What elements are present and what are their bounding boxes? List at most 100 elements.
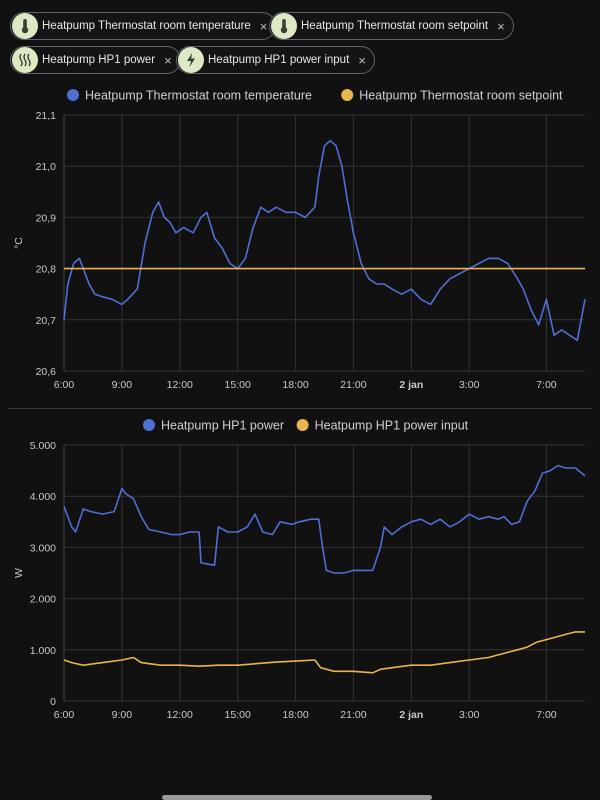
y-tick-label: 20,8 <box>36 264 57 276</box>
legend-item[interactable]: Heatpump Thermostat room temperature <box>67 89 312 103</box>
data-point <box>183 227 184 228</box>
chip-room-temperature[interactable]: Heatpump Thermostat room temperature × <box>10 12 277 40</box>
power-chart[interactable]: Heatpump HP1 power Heatpump HP1 power inp… <box>0 410 600 725</box>
y-tick-label: 21,1 <box>36 110 57 122</box>
data-point <box>440 519 441 520</box>
data-point <box>469 514 470 515</box>
x-tick-label: 18:00 <box>282 379 308 391</box>
data-point <box>114 511 115 512</box>
data-point <box>175 232 176 233</box>
data-point <box>353 570 354 571</box>
legend-item[interactable]: Heatpump HP1 power input <box>296 419 469 433</box>
legend-swatch <box>341 89 354 101</box>
thermometer-icon <box>12 13 38 39</box>
data-point <box>511 524 512 525</box>
data-point <box>411 289 412 290</box>
data-point <box>276 207 277 208</box>
data-point <box>565 467 566 468</box>
data-point <box>372 672 373 673</box>
series-line-secondary[interactable] <box>63 631 585 674</box>
data-point <box>199 666 200 667</box>
legend: Heatpump Thermostat room temperature Heat… <box>67 89 563 103</box>
data-point <box>459 273 460 274</box>
x-tick-label: 15:00 <box>225 379 251 391</box>
data-point <box>280 521 281 522</box>
data-point <box>206 212 207 213</box>
close-icon[interactable]: × <box>164 52 172 68</box>
data-point <box>449 662 450 663</box>
x-tick-label: 12:00 <box>167 379 193 391</box>
y-tick-label: 20,6 <box>36 366 57 378</box>
data-point <box>160 531 161 532</box>
data-point <box>260 207 261 208</box>
data-point <box>550 470 551 471</box>
data-point <box>63 319 64 320</box>
data-point <box>363 570 364 571</box>
chip-hp1-power-input[interactable]: Heatpump HP1 power input × <box>176 46 375 74</box>
data-point <box>141 516 142 517</box>
x-tick-label: 2 jan <box>399 709 423 721</box>
data-point <box>318 519 319 520</box>
legend-label: Heatpump Thermostat room temperature <box>85 89 312 103</box>
data-point <box>584 268 585 269</box>
data-point <box>324 145 325 146</box>
data-point <box>361 263 362 264</box>
data-point <box>449 526 450 527</box>
chip-room-setpoint[interactable]: Heatpump Thermostat room setpoint × <box>269 12 514 40</box>
close-icon[interactable]: × <box>358 52 366 68</box>
data-point <box>384 283 385 284</box>
data-point <box>299 521 300 522</box>
legend-label: Heatpump Thermostat room setpoint <box>359 89 563 103</box>
series-line-primary[interactable] <box>63 139 586 342</box>
chip-hp1-power[interactable]: Heatpump HP1 power × <box>10 46 181 74</box>
data-point <box>488 516 489 517</box>
data-point <box>148 529 149 530</box>
close-icon[interactable]: × <box>497 18 505 34</box>
y-tick-label: 21,0 <box>36 161 57 173</box>
temperature-chart[interactable]: Heatpump Thermostat room temperature Heat… <box>0 80 600 400</box>
data-point <box>507 652 508 653</box>
data-point <box>411 665 412 666</box>
data-point <box>200 217 201 218</box>
x-tick-label: 3:00 <box>459 379 480 391</box>
data-point <box>285 212 286 213</box>
data-point <box>102 514 103 515</box>
data-point <box>83 508 84 509</box>
data-point <box>158 201 159 202</box>
series-line-primary[interactable] <box>63 464 586 574</box>
data-point <box>127 299 128 300</box>
legend-label: Heatpump HP1 power input <box>315 419 469 433</box>
legend-swatch <box>143 419 155 431</box>
data-point <box>94 294 95 295</box>
data-point <box>222 248 223 249</box>
data-point <box>411 521 412 522</box>
data-point <box>498 519 499 520</box>
home-indicator[interactable] <box>162 795 432 800</box>
data-point <box>507 263 508 264</box>
chip-label: Heatpump Thermostat room setpoint <box>301 20 489 32</box>
data-point <box>237 665 238 666</box>
data-point <box>272 534 273 535</box>
y-tick-label: 3.000 <box>30 542 56 554</box>
data-point <box>218 665 219 666</box>
data-point <box>353 232 354 233</box>
close-icon[interactable]: × <box>259 18 268 34</box>
data-point <box>557 465 558 466</box>
legend-item[interactable]: Heatpump HP1 power <box>143 419 284 433</box>
data-point <box>90 511 91 512</box>
x-tick-label: 12:00 <box>167 709 193 721</box>
data-point <box>430 665 431 666</box>
y-tick-label: 20,9 <box>36 212 57 224</box>
data-point <box>256 663 257 664</box>
data-point <box>189 531 190 532</box>
data-point <box>391 289 392 290</box>
data-point <box>79 258 80 259</box>
data-point <box>322 547 323 548</box>
data-point <box>401 526 402 527</box>
data-point <box>314 659 315 660</box>
legend-item[interactable]: Heatpump Thermostat room setpoint <box>341 89 563 103</box>
data-point <box>584 475 585 476</box>
data-point <box>112 299 113 300</box>
data-point <box>133 498 134 499</box>
data-point <box>343 572 344 573</box>
